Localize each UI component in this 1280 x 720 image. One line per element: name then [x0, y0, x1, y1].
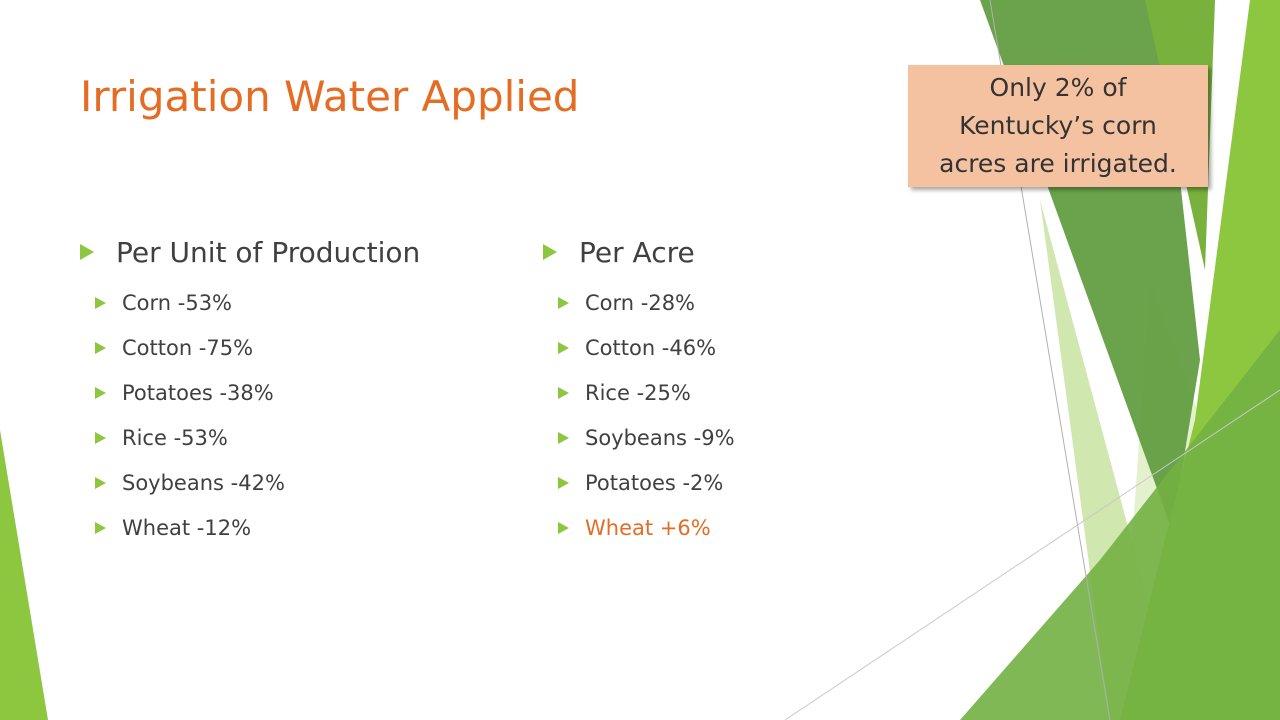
thin-line-2 [784, 389, 1280, 720]
list-item-label: Soybeans -42% [122, 470, 285, 495]
list-item-label: Soybeans -9% [585, 425, 735, 450]
list-item-label: Corn -53% [122, 290, 233, 315]
column-heading: Per Unit of Production [80, 232, 420, 272]
bullet-list: Corn -28% Cotton -46% Rice -25% Soybeans… [543, 280, 735, 550]
callout-box: Only 2% of Kentucky’s corn acres are irr… [908, 65, 1208, 187]
bullet-arrow-icon [80, 244, 94, 260]
bullet-arrow-icon [558, 476, 569, 489]
list-item: Potatoes -38% [80, 370, 420, 415]
list-item-label: Wheat -12% [122, 515, 252, 540]
bullet-arrow-icon [558, 521, 569, 534]
callout-line: Only 2% of [989, 73, 1127, 102]
per-acre-column: Per Acre Corn -28% Cotton -46% Rice -25%… [543, 232, 735, 550]
bullet-arrow-icon [95, 341, 106, 354]
list-item: Corn -53% [80, 280, 420, 325]
list-item-label: Cotton -75% [122, 335, 254, 360]
bullet-arrow-icon [558, 431, 569, 444]
column-heading: Per Acre [543, 232, 735, 272]
bullet-arrow-icon [543, 244, 557, 260]
list-item-label: Cotton -46% [585, 335, 717, 360]
left-green-sliver [0, 430, 48, 720]
bullet-arrow-icon [558, 341, 569, 354]
bullet-arrow-icon [558, 386, 569, 399]
list-item-label: Rice -25% [585, 380, 691, 405]
list-item: Soybeans -42% [80, 460, 420, 505]
callout-line: acres are irrigated. [939, 149, 1177, 178]
list-item-highlighted: Wheat +6% [543, 505, 735, 550]
per-unit-column: Per Unit of Production Corn -53% Cotton … [80, 232, 420, 550]
bullet-arrow-icon [95, 431, 106, 444]
list-item: Corn -28% [543, 280, 735, 325]
list-item-label: Wheat +6% [585, 515, 711, 540]
list-item-label: Corn -28% [585, 290, 696, 315]
list-item: Potatoes -2% [543, 460, 735, 505]
list-item-label: Rice -53% [122, 425, 228, 450]
column-heading-label: Per Unit of Production [116, 235, 421, 269]
list-item-label: Potatoes -2% [585, 470, 724, 495]
list-item: Rice -25% [543, 370, 735, 415]
bullet-arrow-icon [95, 521, 106, 534]
list-item: Rice -53% [80, 415, 420, 460]
bullet-arrow-icon [558, 296, 569, 309]
slide-title: Irrigation Water Applied [80, 72, 580, 121]
bullet-arrow-icon [95, 296, 106, 309]
list-item: Cotton -75% [80, 325, 420, 370]
bullet-list: Corn -53% Cotton -75% Potatoes -38% Rice… [80, 280, 420, 550]
list-item: Wheat -12% [80, 505, 420, 550]
callout-line: Kentucky’s corn [959, 111, 1157, 140]
lower-green-shape [960, 330, 1280, 720]
bullet-arrow-icon [95, 476, 106, 489]
list-item-label: Potatoes -38% [122, 380, 274, 405]
list-item: Cotton -46% [543, 325, 735, 370]
bullet-arrow-icon [95, 386, 106, 399]
list-item: Soybeans -9% [543, 415, 735, 460]
column-heading-label: Per Acre [579, 235, 695, 269]
